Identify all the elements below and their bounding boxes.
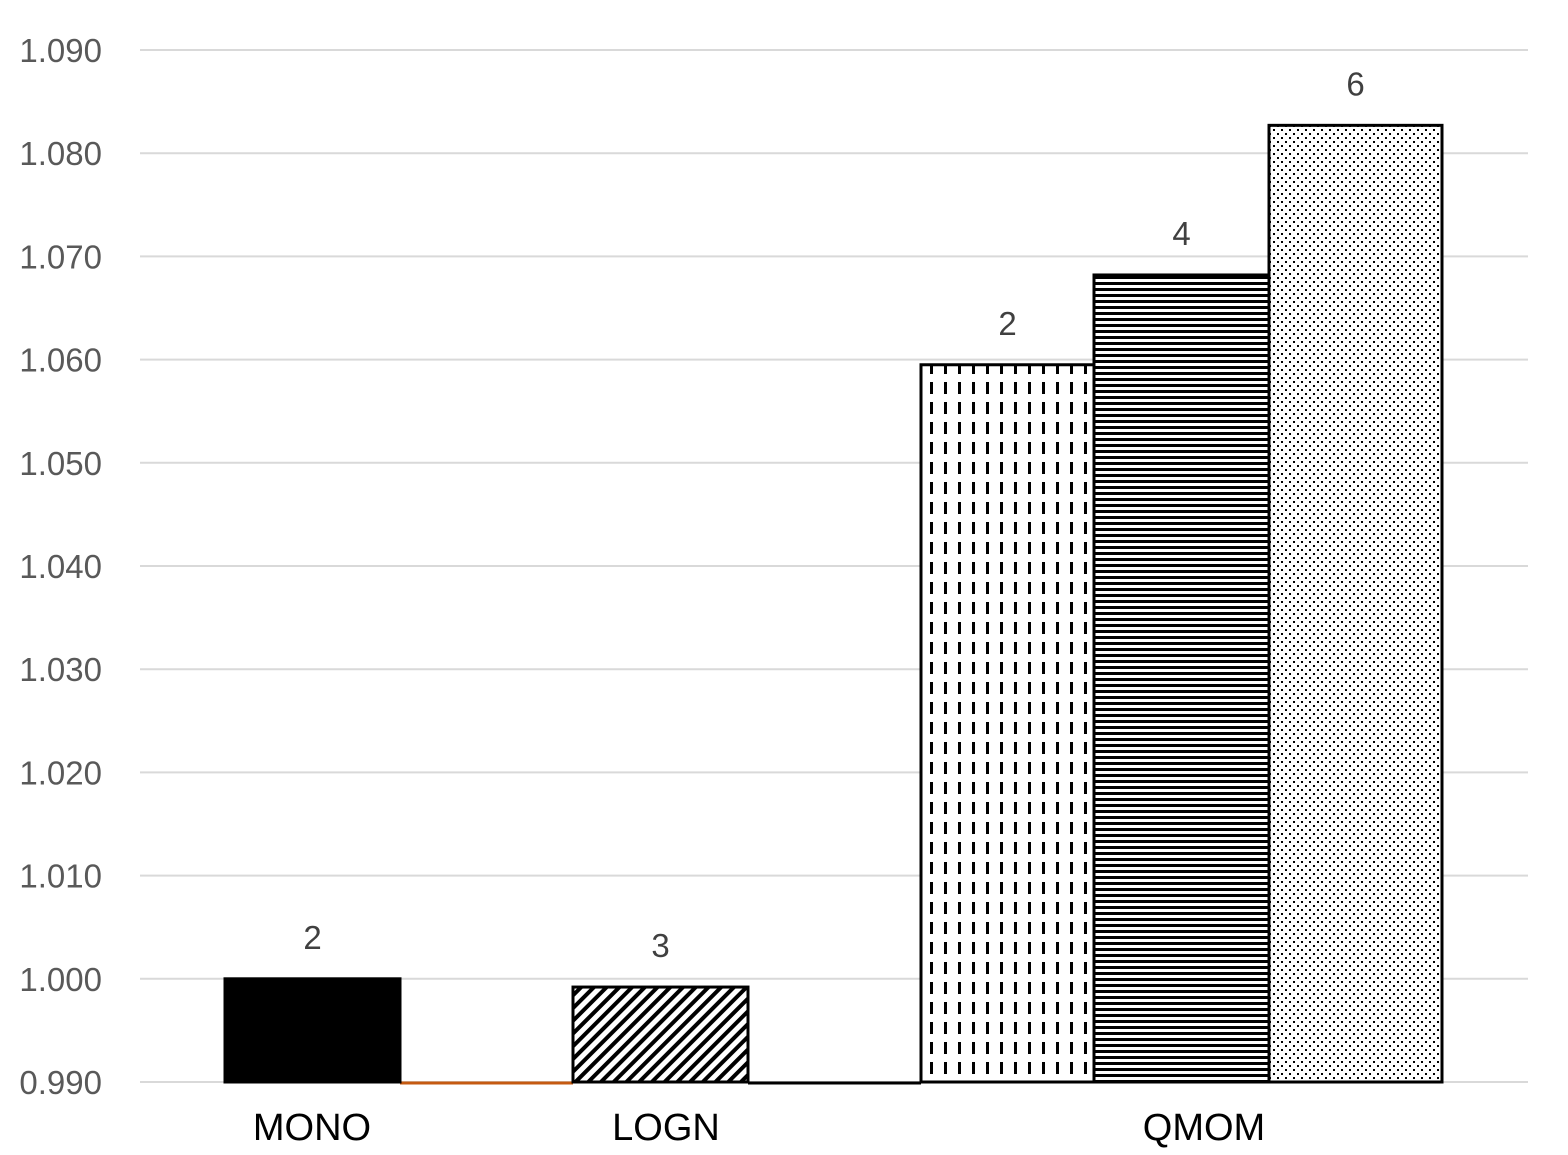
bar-logn-3 bbox=[571, 985, 750, 1084]
y-tick-label: 1.010 bbox=[19, 858, 102, 895]
bar-mono-2 bbox=[223, 977, 402, 1084]
data-label: 6 bbox=[1346, 65, 1364, 102]
bar-qmom-2 bbox=[919, 363, 1096, 1084]
data-labels: 2 3 2 4 6 bbox=[303, 65, 1364, 964]
category-label-qmom: QMOM bbox=[1143, 1107, 1265, 1149]
y-tick-label: 0.990 bbox=[19, 1064, 102, 1101]
y-tick-label: 1.060 bbox=[19, 342, 102, 379]
y-tick-label: 1.050 bbox=[19, 445, 102, 482]
data-label: 2 bbox=[998, 305, 1016, 342]
bars bbox=[223, 123, 1444, 1084]
category-label-logn: LOGN bbox=[612, 1107, 720, 1149]
y-tick-label: 1.020 bbox=[19, 754, 102, 791]
y-tick-label: 1.000 bbox=[19, 961, 102, 998]
data-label: 2 bbox=[303, 919, 321, 956]
x-axis-category-labels: MONO LOGN QMOM bbox=[253, 1107, 1265, 1149]
y-tick-label: 1.080 bbox=[19, 135, 102, 172]
y-tick-label: 1.090 bbox=[19, 32, 102, 69]
y-axis-tick-labels: 0.990 1.000 1.010 1.020 1.030 1.040 1.050 1.060… bbox=[19, 32, 102, 1101]
bar-qmom-4 bbox=[1092, 273, 1271, 1084]
bar-qmom-6 bbox=[1267, 123, 1444, 1084]
y-tick-label: 1.070 bbox=[19, 238, 102, 275]
y-tick-label: 1.030 bbox=[19, 651, 102, 688]
data-label: 3 bbox=[651, 927, 669, 964]
y-tick-label: 1.040 bbox=[19, 548, 102, 585]
data-label: 4 bbox=[1172, 215, 1190, 252]
category-label-mono: MONO bbox=[253, 1107, 371, 1149]
